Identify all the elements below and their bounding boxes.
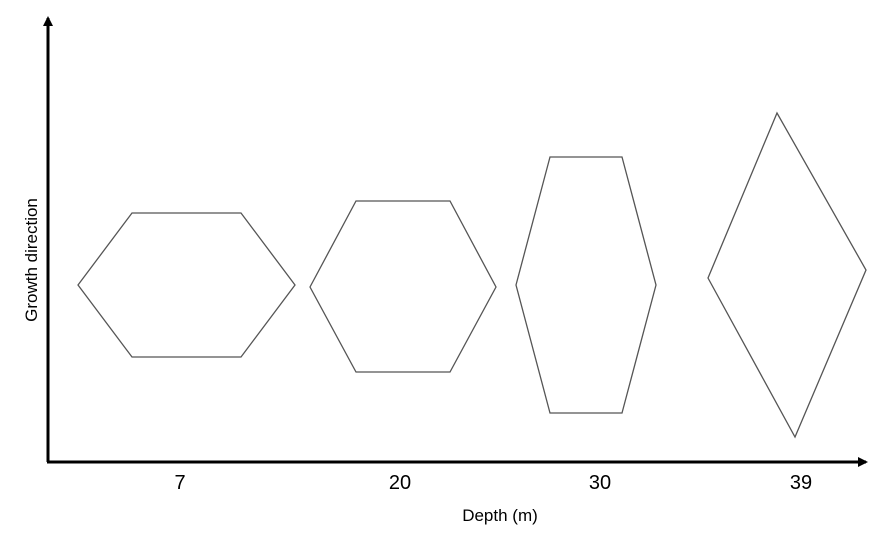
crystal-shape <box>309 200 497 373</box>
y-axis-label: Growth direction <box>22 198 41 322</box>
depth-label: 39 <box>790 472 812 494</box>
depth-label: 30 <box>589 472 611 494</box>
depth-label: 7 <box>174 472 185 494</box>
crystal-shape <box>707 111 867 439</box>
x-axis-label: Depth (m) <box>462 506 538 525</box>
crystal-shape <box>515 156 657 414</box>
depth-label: 20 <box>389 472 411 494</box>
crystal-shape <box>77 212 296 358</box>
